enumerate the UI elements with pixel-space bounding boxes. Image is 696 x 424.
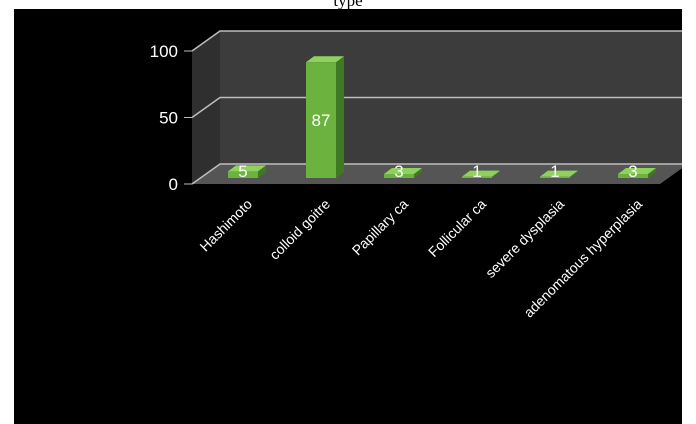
x-category-label: severe dysplasia: [482, 196, 567, 281]
y-tick-label: 50: [159, 109, 178, 128]
bar-data-label: 87: [312, 111, 331, 130]
bar-side: [570, 170, 578, 178]
bar-top: [618, 168, 656, 175]
bar: 87: [306, 56, 344, 178]
bar-top: [540, 170, 578, 177]
bar-data-label: 5: [238, 162, 247, 181]
bar-top: [306, 56, 344, 63]
bar: 3: [384, 162, 422, 181]
bar-side: [648, 168, 656, 178]
bar-top: [228, 165, 266, 172]
bar-front: [540, 176, 570, 178]
bar-data-label: 3: [628, 162, 637, 181]
x-category-label: Follicular ca: [425, 196, 489, 260]
bar-data-label: 3: [394, 162, 403, 181]
bar-side: [336, 56, 344, 178]
bar-front: [384, 174, 414, 178]
bar-front: [306, 62, 336, 178]
x-category-label: colloid goitre: [266, 196, 333, 263]
bar: 1: [462, 162, 500, 181]
gridlines: [191, 30, 682, 185]
bar-front: [462, 176, 492, 178]
bar-chart: 0 50 100 5 87 3 1 1 3 Hashimoto colloid goitre Pa…: [150, 30, 682, 321]
bar: 5: [228, 162, 266, 181]
y-axis-ticks: 0 50 100: [150, 42, 192, 194]
gridline: [191, 163, 682, 185]
bar: 3: [618, 162, 656, 181]
x-category-label: Papillary ca: [349, 196, 412, 259]
y-tick-label: 100: [150, 42, 178, 61]
bar: 1: [540, 162, 578, 181]
x-axis-categories: Hashimoto colloid goitre Papillary ca Folli…: [196, 196, 645, 321]
bar-side: [258, 165, 266, 178]
gridline: [191, 96, 682, 119]
bars: 5 87 3 1 1 3: [228, 56, 656, 181]
gridline: [191, 30, 682, 52]
bar-front: [228, 171, 258, 178]
bar-data-label: 1: [472, 162, 481, 181]
x-category-label: Hashimoto: [196, 196, 255, 255]
bar-side: [414, 168, 422, 178]
bar-data-label: 1: [550, 162, 559, 181]
chart-caption: type: [333, 0, 363, 10]
bar-top: [462, 170, 500, 177]
y-tick-label: 0: [169, 175, 178, 194]
bar-side: [492, 170, 500, 178]
bar-front: [618, 174, 648, 178]
bar-top: [384, 168, 422, 175]
chart-panel: 0 50 100 5 87 3 1 1 3 Hashimoto colloid goitre Pa…: [14, 9, 682, 424]
